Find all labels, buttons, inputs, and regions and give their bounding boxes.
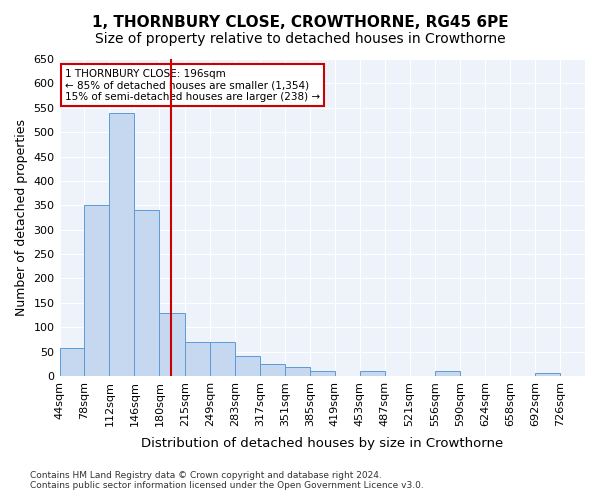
Bar <box>185 342 210 376</box>
X-axis label: Distribution of detached houses by size in Crowthorne: Distribution of detached houses by size … <box>141 437 503 450</box>
Bar <box>359 371 385 376</box>
Bar <box>85 206 109 376</box>
Text: Contains HM Land Registry data © Crown copyright and database right 2024.
Contai: Contains HM Land Registry data © Crown c… <box>30 470 424 490</box>
Bar <box>59 348 85 376</box>
Text: Size of property relative to detached houses in Crowthorne: Size of property relative to detached ho… <box>95 32 505 46</box>
Bar <box>109 112 134 376</box>
Text: 1 THORNBURY CLOSE: 196sqm
← 85% of detached houses are smaller (1,354)
15% of se: 1 THORNBURY CLOSE: 196sqm ← 85% of detac… <box>65 68 320 102</box>
Bar <box>210 342 235 376</box>
Y-axis label: Number of detached properties: Number of detached properties <box>15 119 28 316</box>
Bar <box>535 374 560 376</box>
Bar <box>310 371 335 376</box>
Bar <box>435 371 460 376</box>
Bar <box>260 364 285 376</box>
Bar <box>160 312 185 376</box>
Bar <box>235 356 260 376</box>
Bar <box>134 210 160 376</box>
Bar <box>285 367 310 376</box>
Text: 1, THORNBURY CLOSE, CROWTHORNE, RG45 6PE: 1, THORNBURY CLOSE, CROWTHORNE, RG45 6PE <box>92 15 508 30</box>
